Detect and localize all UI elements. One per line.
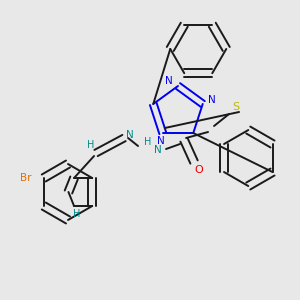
Text: N: N <box>157 136 165 146</box>
Text: N: N <box>126 130 134 140</box>
Text: N: N <box>208 95 216 105</box>
Text: S: S <box>232 102 240 112</box>
Text: H: H <box>87 140 95 150</box>
Text: N: N <box>154 145 162 155</box>
Text: N: N <box>165 76 173 86</box>
Text: O: O <box>195 165 203 175</box>
Text: H: H <box>74 209 81 219</box>
Text: Br: Br <box>20 173 32 183</box>
Text: H: H <box>144 137 152 147</box>
